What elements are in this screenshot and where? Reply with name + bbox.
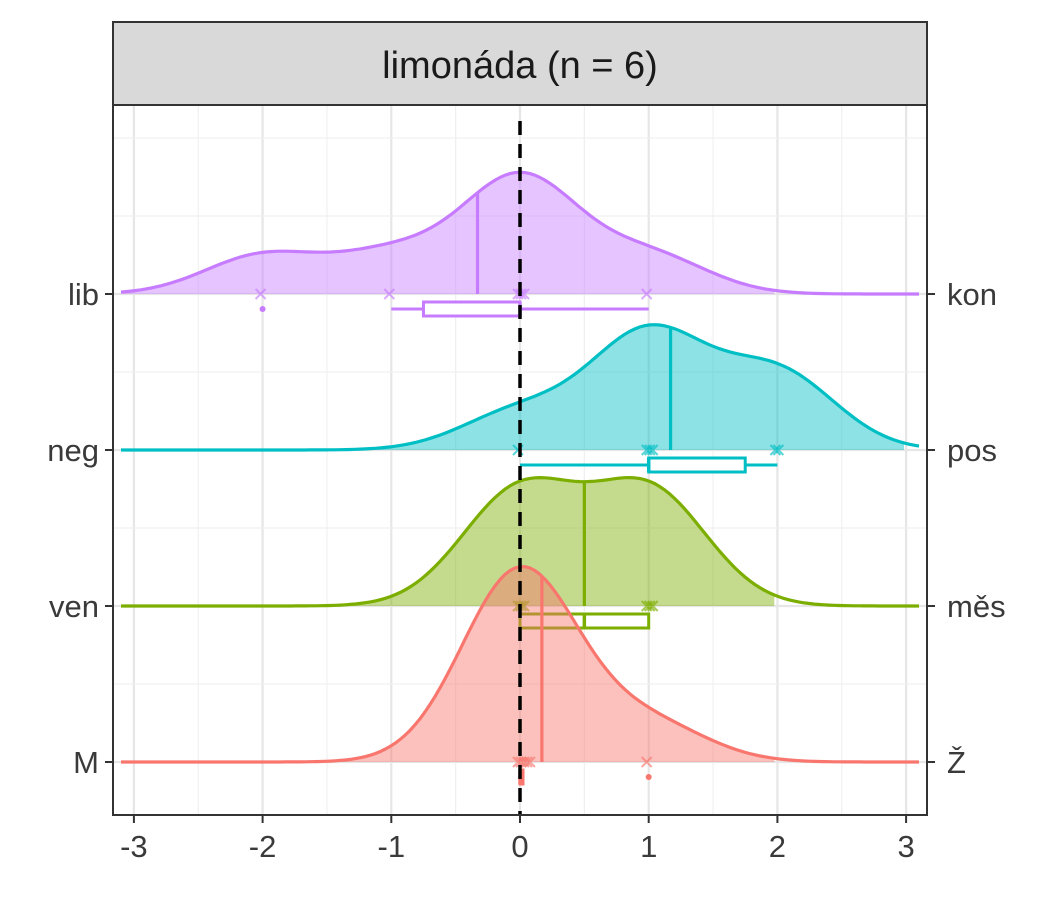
- data-point: [643, 444, 656, 456]
- y-label-right: pos: [947, 433, 997, 468]
- density-area: [121, 172, 775, 294]
- data-point: [640, 756, 653, 768]
- ridges: [120, 121, 920, 815]
- data-point: [254, 288, 267, 300]
- y-label-left: ven: [49, 589, 99, 624]
- data-point: [521, 756, 533, 768]
- data-point: [769, 444, 782, 456]
- y-label-left: M: [73, 745, 99, 780]
- density-line: [121, 475, 919, 608]
- y-label-right: Ž: [947, 745, 966, 780]
- box-iqr: [421, 300, 522, 318]
- x-tick-label: -3: [120, 829, 148, 864]
- y-label-left: lib: [68, 277, 99, 312]
- density-area: [275, 566, 775, 762]
- data-point: [524, 756, 536, 768]
- data-point: [646, 444, 659, 456]
- x-tick-label: -2: [249, 829, 277, 864]
- y-label-left: neg: [47, 433, 99, 468]
- facet-strip: [112, 21, 928, 106]
- ridge-ven-měs: [121, 475, 919, 630]
- x-tick-label: 1: [640, 829, 657, 864]
- y-label-right: kon: [947, 277, 997, 312]
- y-label-right: měs: [947, 589, 1006, 624]
- x-tick-label: 3: [897, 829, 914, 864]
- x-tick-label: 2: [769, 829, 786, 864]
- box-iqr: [647, 456, 747, 474]
- data-point: [772, 444, 785, 456]
- box-outlier: [645, 774, 652, 780]
- box-outlier: [259, 306, 266, 312]
- x-tick-label: -1: [378, 829, 406, 864]
- density-area: [275, 477, 775, 606]
- data-point: [646, 600, 659, 612]
- data-point: [640, 288, 653, 300]
- chart-title: limonáda (n = 6): [382, 45, 658, 87]
- data-point: [383, 288, 396, 300]
- data-point: [643, 600, 656, 612]
- x-tick-label: 0: [511, 829, 528, 864]
